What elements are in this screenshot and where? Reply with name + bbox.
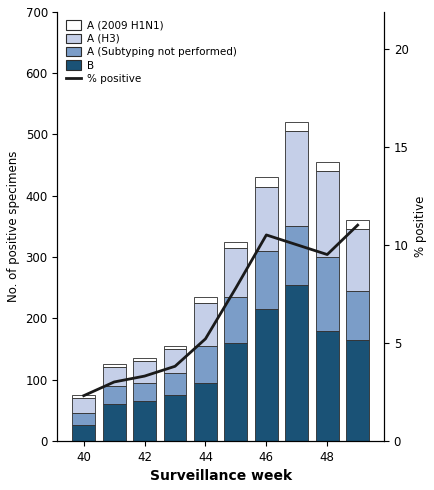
Bar [286,226,308,285]
Bar [286,131,308,226]
Bar [72,395,95,398]
X-axis label: Surveillance week: Surveillance week [150,469,292,483]
Bar [316,171,339,257]
Y-axis label: No. of positive specimens: No. of positive specimens [7,150,20,302]
Bar [346,340,369,441]
Bar [164,373,187,395]
Bar [103,404,125,441]
Bar [286,285,308,441]
Bar [316,257,339,331]
Bar [286,122,308,131]
Bar [224,248,247,297]
Bar [194,297,217,303]
Bar [316,331,339,441]
Bar [133,401,156,441]
Bar [194,383,217,441]
Bar [72,413,95,425]
Bar [346,291,369,340]
Bar [72,398,95,413]
Bar [133,361,156,383]
Bar [103,364,125,368]
Bar [103,368,125,386]
Y-axis label: % positive: % positive [414,196,427,257]
Bar [164,349,187,373]
Bar [255,251,278,309]
Bar [194,303,217,346]
Bar [255,177,278,187]
Legend: A (2009 H1N1), A (H3), A (Subtyping not performed), B, % positive: A (2009 H1N1), A (H3), A (Subtyping not … [62,17,240,87]
Bar [133,383,156,401]
Bar [224,297,247,343]
Bar [224,343,247,441]
Bar [72,425,95,441]
Bar [346,220,369,229]
Bar [164,395,187,441]
Bar [103,386,125,404]
Bar [164,346,187,349]
Bar [194,346,217,383]
Bar [346,229,369,291]
Bar [255,309,278,441]
Bar [255,187,278,251]
Bar [316,162,339,171]
Bar [133,358,156,361]
Bar [224,242,247,248]
